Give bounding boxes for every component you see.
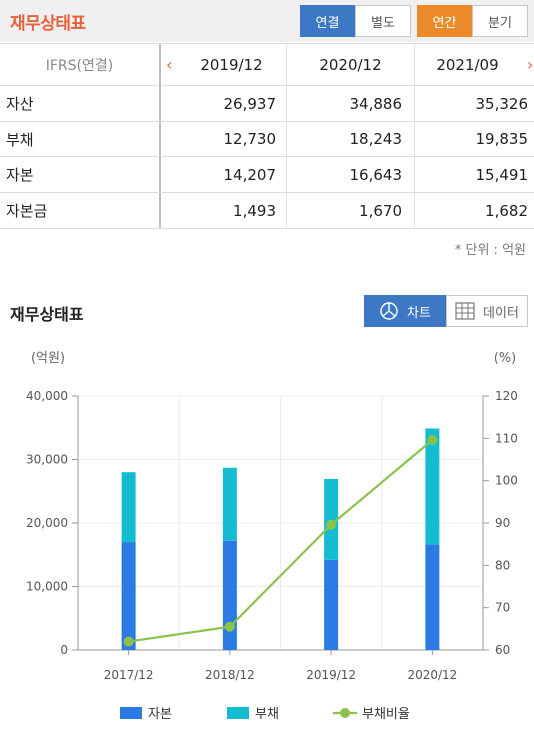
- bar-equity: [425, 544, 440, 650]
- ratio-line: [128, 439, 434, 643]
- chart-view-button[interactable]: 차트: [364, 295, 446, 327]
- table-cell: 15,491: [475, 165, 529, 184]
- annual-toggle[interactable]: 연간: [417, 5, 472, 37]
- legend-swatch-equity: [120, 707, 142, 719]
- bar-equity: [222, 540, 237, 650]
- unit-note: * 단위 : 억원: [454, 243, 526, 258]
- bar-liability: [425, 428, 440, 545]
- table-cell: 12,730: [161, 122, 287, 156]
- right-tick-label: 110: [495, 431, 518, 445]
- table-cell: 1,493: [161, 193, 287, 228]
- legend-label: 부채: [255, 707, 279, 722]
- left-tick-label: 0: [60, 643, 68, 657]
- column-header: 2019/12: [161, 44, 287, 85]
- row-label: 자본: [0, 157, 161, 192]
- table-row: 자산 26,937 34,886 35,326: [0, 86, 534, 122]
- chart-button-label: 차트: [407, 305, 431, 321]
- table-grid-icon: [455, 302, 475, 320]
- legend-swatch-liability: [227, 707, 249, 719]
- legend-label: 자본: [148, 707, 172, 722]
- separate-toggle[interactable]: 별도: [355, 5, 411, 37]
- left-tick-label: 20,000: [26, 516, 68, 530]
- x-tick-label: 2019/12: [306, 668, 356, 682]
- x-tick-label: 2020/12: [407, 668, 457, 682]
- table-cell: 14,207: [161, 157, 287, 192]
- page-title: 재무상태표: [10, 14, 86, 34]
- column-header: 2020/12: [287, 44, 415, 85]
- ratio-point: [123, 636, 134, 647]
- legend-label: 부채비율: [362, 707, 410, 722]
- bar-liability: [324, 478, 339, 560]
- table-cell: 16,643: [287, 157, 415, 192]
- left-tick-label: 40,000: [26, 389, 68, 403]
- table-row: 부채 12,730 18,243 19,835: [0, 122, 534, 157]
- ratio-point: [224, 621, 235, 632]
- table-cell: 1,682: [485, 201, 528, 220]
- table-row: 자본금 1,493 1,670 1,682: [0, 193, 534, 229]
- x-tick-label: 2018/12: [205, 668, 255, 682]
- right-tick-label: 60: [495, 643, 510, 657]
- ifrs-standard-label: IFRS(연결): [0, 44, 161, 85]
- quarterly-toggle[interactable]: 분기: [472, 5, 528, 37]
- table-cell: 35,326: [475, 94, 529, 113]
- table-cell: 19,835: [475, 130, 529, 148]
- left-tick-label: 10,000: [26, 580, 68, 594]
- left-tick-label: 30,000: [26, 453, 68, 467]
- chevron-left-icon[interactable]: ‹: [166, 55, 173, 74]
- row-label: 자산: [0, 86, 161, 121]
- table-cell: 1,670: [287, 193, 415, 228]
- table-row: 자본 14,207 16,643 15,491: [0, 157, 534, 193]
- table-cell: 18,243: [287, 122, 415, 156]
- consolidated-toggle[interactable]: 연결: [300, 5, 355, 37]
- right-axis-unit: (%): [494, 351, 517, 366]
- bar-liability: [121, 472, 136, 543]
- row-label: 부채: [0, 122, 161, 156]
- pie-chart-icon: [380, 302, 398, 320]
- right-tick-label: 100: [495, 474, 518, 488]
- bar-equity: [121, 542, 136, 650]
- bar-equity: [324, 559, 339, 650]
- row-label: 자본금: [0, 193, 161, 228]
- right-tick-label: 70: [495, 601, 510, 615]
- bar-liability: [222, 467, 237, 541]
- financial-chart: (억원) (%) 0 10,000 20,000 30,000 40,000 60 70 80 90…: [26, 351, 518, 722]
- right-tick-label: 80: [495, 558, 510, 572]
- table-cell: 34,886: [287, 86, 415, 121]
- x-tick-label: 2017/12: [104, 668, 154, 682]
- legend-swatch-ratio-dot: [340, 708, 350, 718]
- chevron-right-icon[interactable]: ›: [527, 55, 534, 74]
- table-header-row: IFRS(연결) ‹ 2019/12 2020/12 2021/09 ›: [0, 43, 534, 86]
- data-view-button[interactable]: 데이터: [446, 295, 528, 327]
- chart-section-title: 재무상태표: [10, 305, 84, 324]
- left-axis-unit: (억원): [31, 351, 65, 366]
- right-tick-label: 120: [495, 389, 518, 403]
- header-bar: 재무상태표 연결 별도 연간 분기: [0, 0, 534, 42]
- table-cell: 26,937: [161, 86, 287, 121]
- right-tick-label: 90: [495, 516, 510, 530]
- ratio-point: [427, 435, 438, 446]
- ratio-point: [326, 519, 337, 530]
- data-button-label: 데이터: [483, 305, 519, 321]
- column-header: 2021/09: [436, 55, 499, 74]
